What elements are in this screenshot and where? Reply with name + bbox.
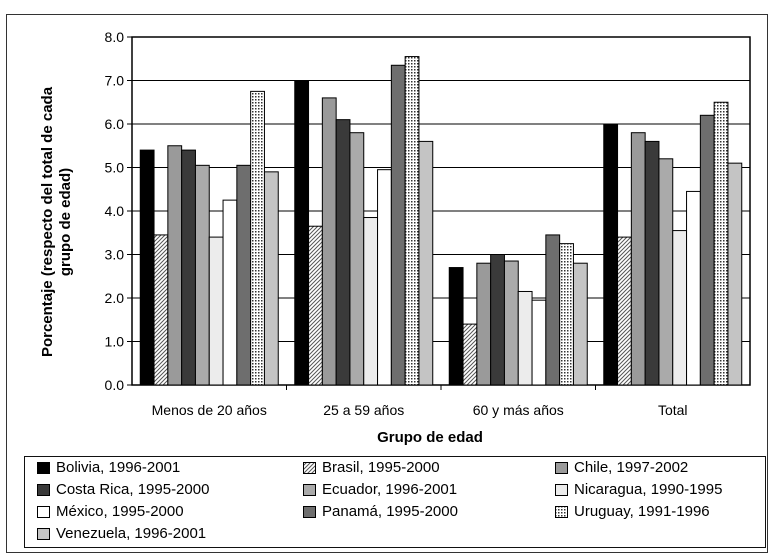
legend-label: Bolivia, 1996-2001: [56, 459, 181, 476]
bar: [335, 119, 351, 386]
bar: [194, 164, 210, 386]
bar: [294, 80, 310, 386]
bar: [559, 243, 574, 386]
legend-label: Nicaragua, 1990-1995: [574, 481, 723, 498]
bar: [476, 262, 492, 386]
x-tick-label: Total: [658, 402, 688, 418]
bar: [308, 225, 323, 386]
bar: [490, 254, 505, 386]
bar: [139, 149, 155, 386]
legend-swatch: [303, 484, 316, 496]
y-tick-label: 7.0: [105, 73, 125, 89]
legend-swatch: [37, 506, 50, 518]
bar: [363, 217, 379, 386]
legend-label: Venezuela, 1996-2001: [56, 525, 207, 542]
bar: [349, 132, 365, 386]
bar: [181, 149, 196, 386]
legend-label: Uruguay, 1991-1996: [574, 503, 710, 520]
legend-swatch: [37, 462, 50, 474]
bar: [263, 171, 279, 386]
y-tick-label: 5.0: [105, 160, 125, 176]
bar: [545, 234, 561, 386]
legend-label: Chile, 1997-2002: [574, 459, 689, 476]
legend: Bolivia, 1996-2001 Brasil, 1995-2000 Chile…: [24, 456, 766, 548]
legend-swatch: [37, 528, 50, 540]
bar: [321, 97, 337, 386]
bar: [377, 169, 392, 386]
bar: [517, 290, 533, 386]
legend-swatch: [303, 506, 316, 518]
y-tick-label: 3.0: [105, 247, 125, 263]
legend-swatch: [555, 462, 568, 474]
bar: [250, 90, 265, 386]
y-axis-label-line-2: grupo de edad): [57, 168, 74, 276]
bar: [572, 262, 588, 386]
legend-swatch: [37, 484, 50, 496]
y-tick-label: 1.0: [105, 334, 125, 350]
bar: [644, 140, 660, 386]
bar: [448, 267, 464, 386]
x-tick-label: Menos de 20 años: [152, 402, 267, 418]
y-tick-label: 2.0: [105, 290, 125, 306]
bar: [153, 234, 169, 386]
bar: [167, 145, 183, 386]
y-tick-label: 6.0: [105, 116, 125, 132]
legend-swatch: [303, 462, 316, 474]
legend-label: Costa Rica, 1995-2000: [56, 481, 210, 498]
bar: [727, 162, 743, 386]
y-tick-label: 4.0: [105, 203, 125, 219]
x-tick-label: 60 y más años: [473, 402, 564, 418]
y-axis-label-line-1: Porcentaje (respecto del total de cada: [39, 86, 56, 357]
x-tick-label: 25 a 59 años: [323, 402, 404, 418]
bar: [658, 158, 674, 386]
legend-label: México, 1995-2000: [56, 503, 184, 520]
legend-swatch: [555, 484, 568, 496]
bar: [236, 164, 252, 386]
bar: [390, 64, 406, 386]
bar: [208, 236, 224, 386]
bar: [462, 323, 478, 386]
bar: [630, 132, 646, 386]
y-tick-label: 0.0: [105, 377, 125, 393]
bar: [222, 199, 238, 386]
bar: [713, 101, 729, 386]
bar: [699, 114, 715, 386]
x-axis-label: Grupo de edad: [377, 429, 483, 446]
chart-frame: [6, 14, 768, 553]
bar: [617, 236, 632, 386]
bar: [531, 299, 547, 386]
bar: [686, 190, 701, 386]
bar: [672, 230, 688, 386]
bar: [603, 123, 619, 386]
bar: [404, 56, 420, 386]
y-tick-label: 8.0: [105, 29, 125, 45]
legend-label: Brasil, 1995-2000: [322, 459, 440, 476]
bar: [503, 260, 519, 386]
legend-label: Ecuador, 1996-2001: [322, 481, 458, 498]
legend-swatch: [555, 506, 568, 518]
bar: [418, 140, 434, 386]
legend-label: Panamá, 1995-2000: [322, 503, 458, 520]
